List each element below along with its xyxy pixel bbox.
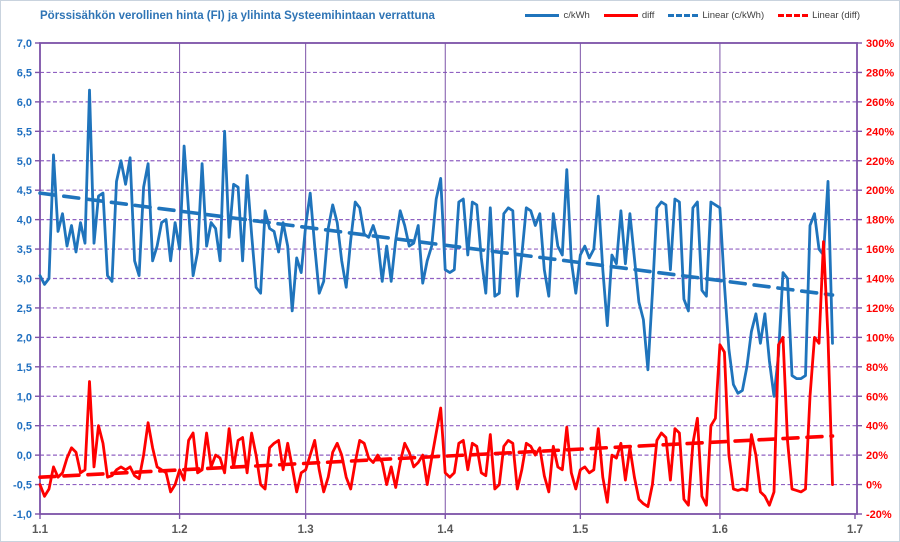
right-axis-label: 160% [866,244,894,256]
left-axis-label: -0,5 [13,480,32,492]
left-axis-label: 3,0 [17,274,32,286]
linear-diff-swatch-icon [778,14,809,17]
legend-item-linear-ckwh[interactable]: Linear (c/kWh) [668,10,764,21]
right-axis-label: 120% [866,303,894,315]
right-axis-label: 40% [866,421,888,433]
right-axis-label: 240% [866,126,894,138]
right-axis-label: 180% [866,215,894,227]
left-axis-label: 3,5 [17,244,32,256]
plot-border [39,42,858,515]
right-axis-label: 280% [866,67,894,79]
left-axis-label: 4,0 [17,215,32,227]
ckwh-line-swatch-icon [525,14,560,17]
series-line-diff [38,240,834,509]
right-axis-label: 20% [866,450,888,462]
series-line-ckwh [38,88,834,398]
x-axis-label: 1.7 [847,524,863,536]
left-axis-label: 2,0 [17,332,32,344]
left-axis-label: 0,5 [17,421,32,433]
left-axis-label: 6,5 [17,67,32,79]
right-axis-label: 300% [866,38,894,50]
x-axis-label: 1.4 [437,524,454,536]
legend-item-ckwh[interactable]: c/kWh [525,10,590,21]
left-axis-label: 2,5 [17,303,32,315]
right-axis-label: 60% [866,391,888,403]
right-axis-label: 80% [866,362,888,374]
left-axis-label: 1,5 [17,362,32,374]
legend-item-diff[interactable]: diff [603,10,655,21]
right-axis-label: 100% [866,332,894,344]
left-axis-label: 4,5 [17,185,32,197]
right-axis-label: -20% [866,509,892,521]
left-axis-label: 5,0 [17,156,32,168]
left-axis-label: 5,5 [17,126,32,138]
legend-label: Linear (diff) [812,10,860,21]
trendline-diff [38,434,835,480]
diff-line-swatch-icon [603,14,638,17]
x-axis-label: 1.1 [32,524,49,536]
legend-label: diff [641,10,655,21]
left-axis-label: -1,0 [13,509,32,521]
right-axis-label: 220% [866,156,894,168]
legend-item-linear-diff[interactable]: Linear (diff) [778,10,860,21]
x-axis-label: 1.3 [298,524,314,536]
right-axis-label: 200% [866,185,894,197]
trendline-ckwh [38,191,835,297]
left-axis-label: 0,0 [17,450,32,462]
x-axis-label: 1.5 [572,524,589,536]
left-axis-label: 7,0 [17,38,32,50]
chart-title: Pörssisähkön verollinen hinta (FI) ja yl… [40,10,435,22]
left-axis-label: 1,0 [17,391,32,403]
right-axis-label: 260% [866,97,894,109]
x-axis-label: 1.2 [172,524,188,536]
left-axis-label: 6,0 [17,97,32,109]
legend-label: Linear (c/kWh) [702,10,765,21]
linear-ckwh-swatch-icon [668,14,699,17]
right-axis-label: 0% [866,480,882,492]
legend-label: c/kWh [563,10,590,21]
right-axis-label: 140% [866,274,894,286]
x-axis-label: 1.6 [712,524,728,536]
chart-legend: c/kWh diff Linear (c/kWh) Linear (diff) [525,10,860,21]
